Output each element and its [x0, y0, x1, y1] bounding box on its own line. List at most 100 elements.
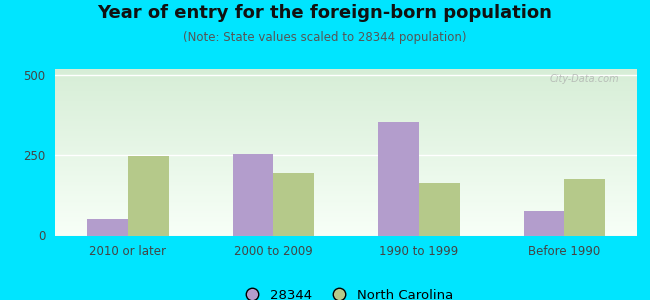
Bar — [55, 176, 637, 177]
Bar — [55, 181, 637, 182]
Bar — [55, 228, 637, 229]
Bar — [55, 101, 637, 102]
Bar — [55, 225, 637, 226]
Bar — [55, 232, 637, 233]
Bar — [55, 226, 637, 227]
Bar — [55, 154, 637, 155]
Bar — [55, 102, 637, 103]
Bar — [55, 149, 637, 150]
Bar — [55, 136, 637, 137]
Bar — [233, 154, 274, 236]
Bar — [55, 113, 637, 114]
Bar — [55, 100, 637, 101]
Bar — [55, 190, 637, 191]
Bar — [55, 155, 637, 156]
Bar — [55, 199, 637, 200]
Bar — [55, 213, 637, 214]
Bar — [55, 112, 637, 113]
Bar — [55, 71, 637, 72]
Bar — [55, 223, 637, 224]
Bar — [564, 179, 605, 236]
Bar — [55, 133, 637, 134]
Bar — [55, 145, 637, 146]
Bar — [274, 173, 314, 236]
Text: (Note: State values scaled to 28344 population): (Note: State values scaled to 28344 popu… — [183, 32, 467, 44]
Bar — [55, 134, 637, 135]
Bar — [55, 202, 637, 203]
Bar — [55, 85, 637, 86]
Bar — [55, 87, 637, 88]
Bar — [55, 106, 637, 107]
Bar — [55, 98, 637, 99]
Bar — [55, 207, 637, 208]
Bar — [55, 88, 637, 89]
Bar — [55, 184, 637, 185]
Bar — [55, 103, 637, 104]
Bar — [55, 128, 637, 129]
Bar — [55, 163, 637, 164]
Bar — [55, 233, 637, 234]
Bar — [55, 116, 637, 117]
Bar — [55, 206, 637, 207]
Bar — [55, 201, 637, 202]
Bar — [55, 114, 637, 115]
Bar — [55, 74, 637, 75]
Bar — [55, 105, 637, 106]
Bar — [55, 110, 637, 111]
Bar — [128, 156, 169, 236]
Bar — [55, 157, 637, 158]
Bar — [55, 158, 637, 159]
Bar — [55, 153, 637, 154]
Bar — [55, 175, 637, 176]
Bar — [55, 200, 637, 201]
Bar — [55, 118, 637, 119]
Bar — [55, 227, 637, 228]
Bar — [87, 220, 128, 236]
Bar — [55, 146, 637, 147]
Bar — [55, 221, 637, 222]
Bar — [55, 191, 637, 192]
Bar — [55, 130, 637, 131]
Bar — [55, 164, 637, 165]
Bar — [55, 86, 637, 87]
Bar — [55, 92, 637, 93]
Bar — [419, 183, 460, 236]
Bar — [55, 89, 637, 90]
Bar — [55, 219, 637, 220]
Bar — [55, 234, 637, 235]
Bar — [55, 97, 637, 98]
Bar — [55, 192, 637, 193]
Bar — [55, 84, 637, 85]
Bar — [55, 107, 637, 108]
Bar — [55, 218, 637, 219]
Bar — [55, 205, 637, 206]
Bar — [55, 162, 637, 163]
Bar — [55, 203, 637, 204]
Bar — [55, 182, 637, 183]
Bar — [55, 183, 637, 184]
Bar — [55, 167, 637, 168]
Bar — [55, 168, 637, 169]
Bar — [55, 125, 637, 126]
Bar — [55, 170, 637, 171]
Bar — [55, 171, 637, 172]
Bar — [55, 115, 637, 116]
Bar — [55, 194, 637, 195]
Bar — [55, 189, 637, 190]
Bar — [55, 160, 637, 161]
Bar — [55, 172, 637, 173]
Bar — [55, 137, 637, 138]
Bar — [55, 77, 637, 78]
Bar — [55, 217, 637, 218]
Bar — [55, 104, 637, 105]
Bar — [55, 156, 637, 157]
Bar — [55, 82, 637, 83]
Bar — [55, 124, 637, 125]
Bar — [55, 94, 637, 95]
Bar — [55, 177, 637, 178]
Bar — [55, 72, 637, 73]
Bar — [55, 197, 637, 198]
Bar — [55, 132, 637, 133]
Bar — [55, 210, 637, 211]
Bar — [55, 147, 637, 148]
